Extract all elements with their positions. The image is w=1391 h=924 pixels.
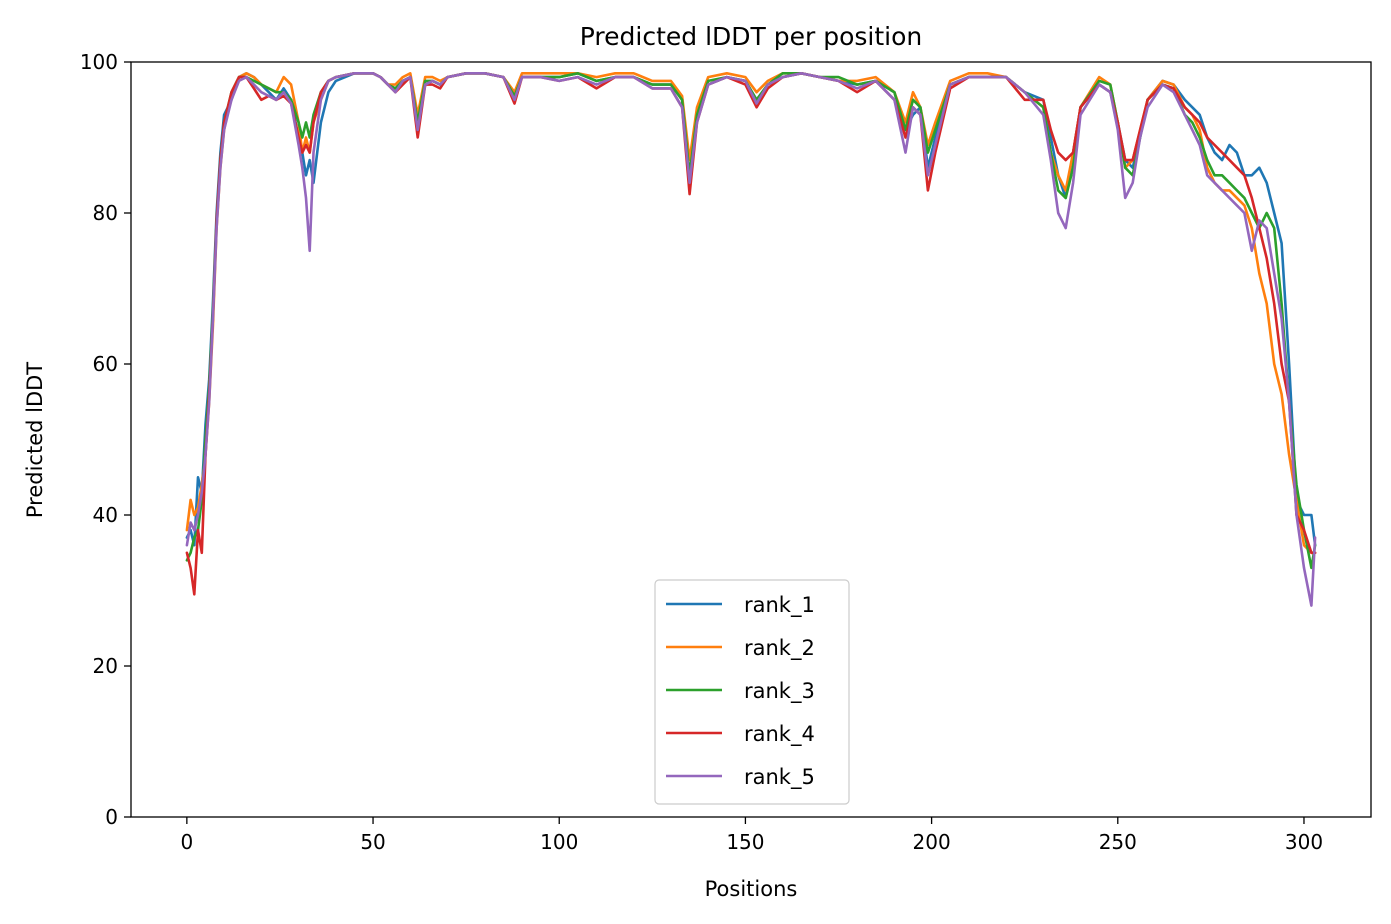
- series-line-rank_2: [185, 72, 1317, 555]
- legend-label-rank_5: rank_5: [744, 765, 815, 790]
- series-line-rank_5: [185, 72, 1317, 607]
- legend-box: [654, 579, 850, 805]
- y-axis-title: Predicted lDDT: [23, 362, 47, 518]
- legend-label-rank_2: rank_2: [744, 636, 815, 661]
- y-tick-label: 60: [93, 352, 118, 376]
- x-tick-label: 100: [540, 830, 578, 854]
- x-tick-label: 250: [1099, 830, 1137, 854]
- series-line-rank_1: [185, 72, 1317, 547]
- x-axis: 0 50 100 150 200 250 300: [180, 817, 1323, 854]
- y-tick-label: 80: [93, 201, 118, 225]
- legend: rank_1 rank_2 rank_3 rank_4 rank_5: [654, 579, 850, 805]
- y-tick-label: 100: [80, 50, 118, 74]
- y-tick-label: 0: [105, 805, 118, 829]
- y-axis: 0 20 40 60 80 100: [80, 50, 131, 829]
- x-axis-title: Positions: [705, 877, 798, 901]
- x-tick-label: 150: [726, 830, 764, 854]
- series-line-rank_4: [185, 72, 1317, 596]
- y-tick-label: 20: [93, 654, 118, 678]
- legend-label-rank_3: rank_3: [744, 679, 815, 704]
- legend-label-rank_4: rank_4: [744, 722, 815, 747]
- x-tick-label: 200: [913, 830, 951, 854]
- x-tick-label: 0: [180, 830, 193, 854]
- series-line-rank_3: [185, 72, 1317, 570]
- x-tick-label: 50: [360, 830, 385, 854]
- plot-lines: [185, 72, 1317, 607]
- x-tick-label: 300: [1285, 830, 1323, 854]
- plot-frame: [130, 61, 1372, 818]
- y-tick-label: 40: [93, 503, 118, 527]
- chart-title: Predicted lDDT per position: [580, 22, 922, 51]
- legend-label-rank_1: rank_1: [744, 593, 815, 618]
